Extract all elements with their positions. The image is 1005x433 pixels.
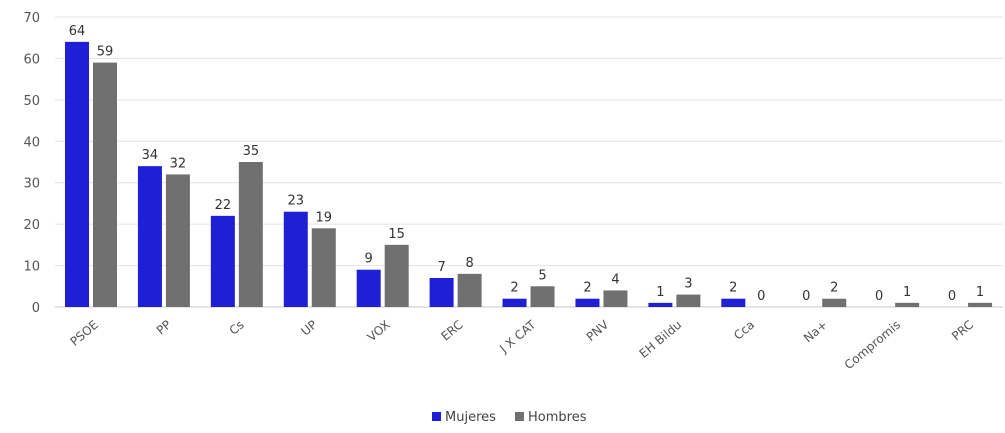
x-tick-label: Cs [227, 318, 247, 338]
bar-hombres-10 [822, 298, 847, 307]
x-tick-label: PSOE [67, 318, 100, 349]
x-tick-label: PP [154, 318, 174, 338]
x-tick-label: Na+ [801, 318, 830, 346]
data-label: 3 [684, 277, 692, 292]
data-label: 34 [142, 148, 159, 163]
x-tick-label: Cca [731, 318, 757, 343]
x-tick-label: J X CAT [496, 317, 539, 356]
bar-hombres-12 [968, 302, 993, 307]
data-label: 2 [510, 281, 518, 296]
data-label: 5 [538, 268, 546, 283]
bar-hombres-6 [530, 286, 555, 307]
bar-mujeres-8 [648, 302, 673, 307]
data-label: 2 [830, 281, 838, 296]
bar-hombres-8 [676, 294, 701, 307]
x-tick-label: PNV [584, 317, 612, 344]
data-label: 7 [437, 260, 445, 275]
data-label: 19 [315, 210, 332, 225]
legend-label: Mujeres [445, 410, 496, 425]
data-label: 64 [69, 24, 86, 39]
bar-mujeres-2 [210, 215, 235, 307]
x-tick-label: VOX [365, 318, 393, 345]
x-tick-label: EH Bildu [637, 318, 685, 361]
data-label: 9 [365, 252, 373, 267]
bar-hombres-11 [895, 302, 920, 307]
bar-mujeres-5 [429, 278, 454, 307]
y-tick-label: 10 [23, 260, 40, 275]
y-tick-label: 40 [23, 135, 40, 150]
bar-hombres-3 [311, 228, 336, 307]
data-label: 15 [388, 227, 405, 242]
data-label: 22 [215, 198, 232, 213]
bar-hombres-0 [93, 62, 117, 308]
bar-hombres-2 [238, 162, 263, 307]
data-label: 23 [287, 194, 304, 209]
y-tick-label: 20 [23, 218, 40, 233]
bar-mujeres-1 [137, 166, 162, 307]
bar-mujeres-4 [356, 269, 381, 307]
data-label: 8 [465, 256, 473, 271]
legend: Mujeres Hombres [432, 410, 587, 425]
x-tick-label: ERC [438, 318, 465, 344]
data-label: 0 [802, 289, 810, 304]
data-label: 35 [243, 144, 260, 159]
y-axis: 0 10 20 30 40 50 60 70 [23, 11, 40, 316]
data-label: 0 [757, 289, 765, 304]
bar-mujeres-6 [502, 298, 527, 307]
y-tick-label: 60 [23, 52, 40, 67]
x-axis: PSOE PP Cs UP VOX ERC J X CAT PNV EH Bildu Cca Na+… [67, 317, 976, 372]
legend-swatch-hombres [515, 412, 524, 421]
gridlines [55, 16, 1003, 308]
data-label: 0 [948, 289, 956, 304]
y-tick-label: 30 [23, 177, 40, 192]
bar-mujeres-9 [721, 298, 746, 307]
data-label: 4 [611, 272, 619, 287]
data-label: 32 [170, 156, 187, 171]
bars [65, 41, 993, 308]
data-label: 1 [976, 285, 984, 300]
data-label: 1 [656, 285, 664, 300]
data-label: 2 [729, 281, 737, 296]
x-tick-label: Compromis [842, 318, 903, 373]
x-tick-label: UP [298, 318, 319, 339]
legend-label: Hombres [528, 410, 587, 425]
bar-hombres-7 [603, 290, 628, 307]
legend-swatch-mujeres [432, 412, 441, 421]
bar-mujeres-3 [283, 211, 308, 307]
y-tick-label: 50 [23, 94, 40, 109]
bar-hombres-4 [384, 244, 409, 307]
bar-mujeres-7 [575, 298, 600, 307]
y-tick-label: 0 [32, 301, 40, 316]
data-label: 59 [97, 45, 114, 60]
x-tick-label: PRC [949, 318, 976, 344]
bar-hombres-1 [165, 174, 190, 307]
data-label: 0 [875, 289, 883, 304]
data-label: 1 [903, 285, 911, 300]
y-tick-label: 70 [23, 11, 40, 26]
data-label: 2 [583, 281, 591, 296]
bar-mujeres-0 [65, 41, 89, 307]
bar-hombres-5 [457, 273, 482, 307]
